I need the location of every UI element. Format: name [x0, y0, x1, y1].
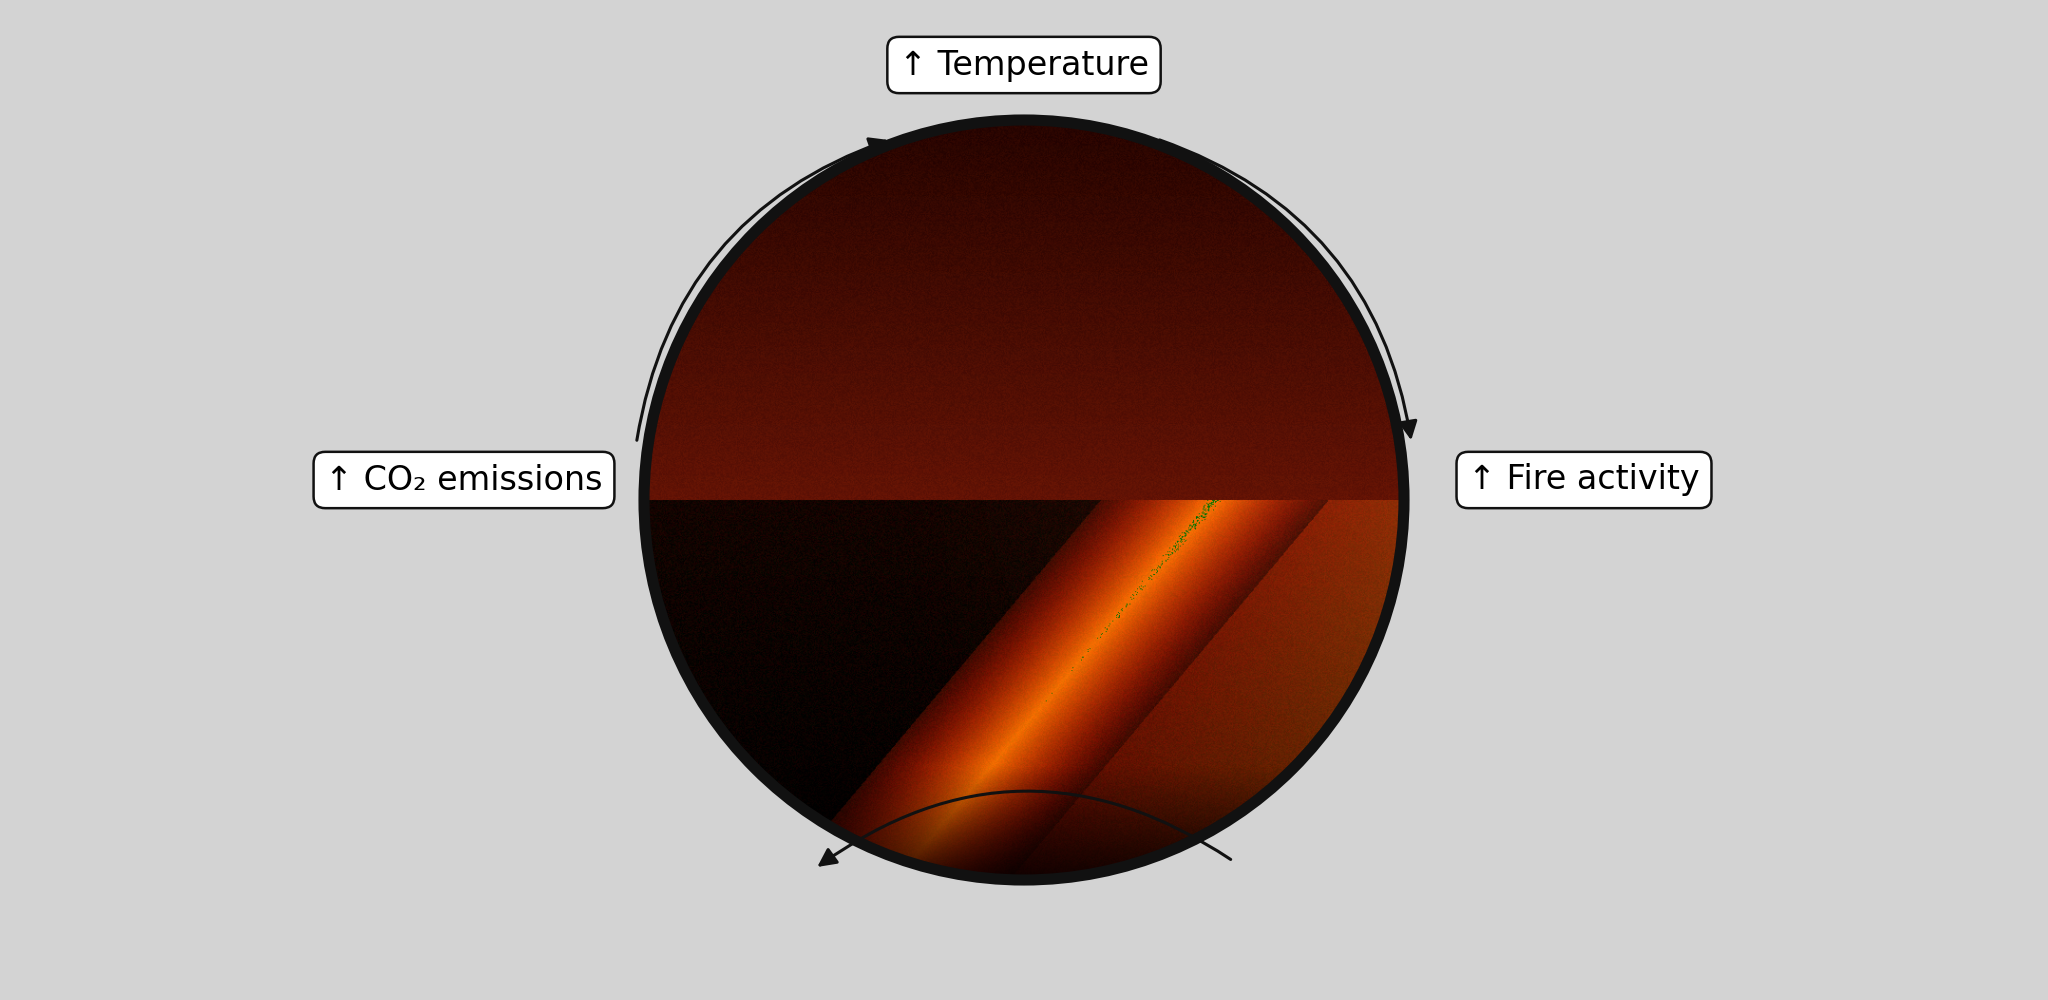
FancyArrowPatch shape [819, 791, 1231, 865]
Text: ↑ CO₂ emissions: ↑ CO₂ emissions [326, 464, 602, 496]
FancyArrowPatch shape [637, 139, 885, 440]
FancyArrowPatch shape [1159, 140, 1415, 437]
Text: ↑ Temperature: ↑ Temperature [899, 48, 1149, 82]
Text: ↑ Fire activity: ↑ Fire activity [1468, 464, 1700, 496]
